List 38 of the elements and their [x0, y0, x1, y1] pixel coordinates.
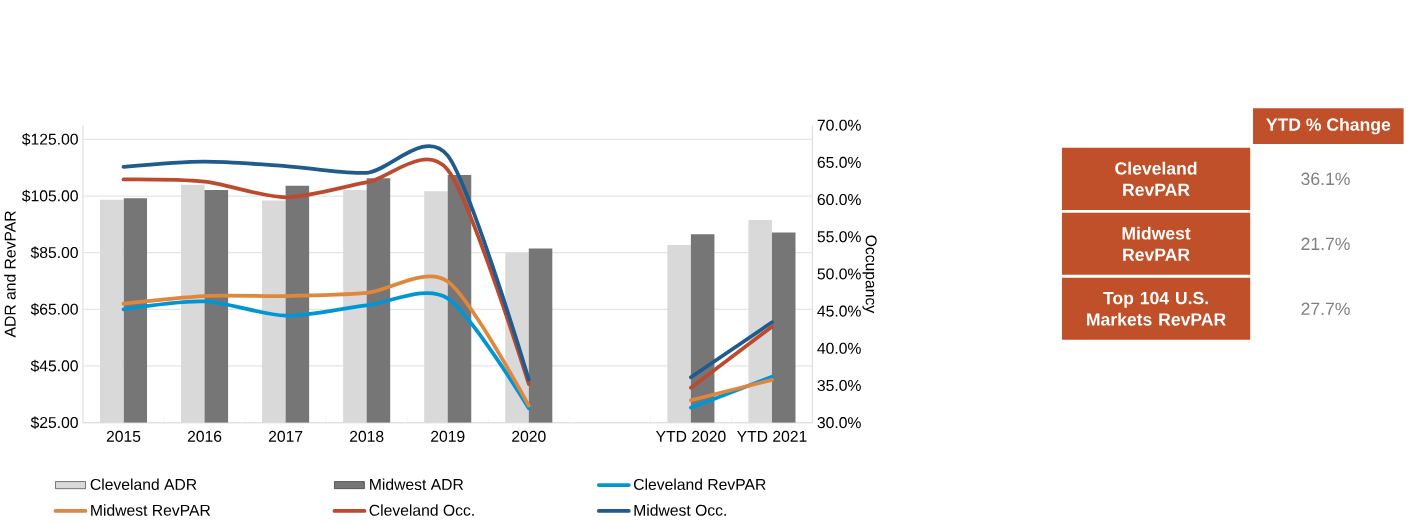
legend-label: Midwest ADR [370, 478, 464, 491]
x-tick-label: YTD 2020 [655, 431, 726, 443]
y2-axis-title: Occupancy [862, 235, 877, 314]
legend-label: Cleveland RevPAR [634, 478, 766, 491]
y2-tick-label: 35.0% [817, 380, 861, 392]
x-tick-label: 2019 [431, 431, 465, 443]
text: YTD % Change [1266, 118, 1391, 135]
x-tick-label: 2020 [512, 431, 546, 443]
x-tick-label: 2018 [350, 431, 384, 443]
y-tick-label: $25.00 [30, 416, 78, 430]
y-tick-label: $125.00 [22, 133, 78, 146]
text: 27.7% [1301, 302, 1350, 316]
x-tick-label: YTD 2021 [736, 431, 807, 443]
y2-tick-label: 55.0% [817, 231, 861, 243]
category-label: Top 104 U.S. Markets RevPAR [1087, 292, 1226, 326]
x-tick-label: 2015 [106, 431, 141, 443]
text: 21.7% [1301, 237, 1350, 251]
legend-label: Cleveland ADR [90, 478, 197, 491]
y-tick-label: $45.00 [30, 359, 78, 373]
y2-tick-label: 70.0% [817, 119, 861, 131]
legend-label: Midwest Occ. [634, 504, 726, 517]
text: 36.1% [1301, 172, 1350, 186]
y2-tick-label: 40.0% [817, 342, 861, 355]
y-tick-label: $105.00 [22, 189, 78, 203]
y2-tick-label: 50.0% [817, 268, 861, 280]
x-tick-label: 2016 [187, 431, 222, 443]
y-tick-label: $85.00 [30, 246, 78, 260]
y2-tick-label: 30.0% [817, 417, 861, 429]
y2-tick-label: 45.0% [817, 305, 861, 317]
y2-tick-label: 65.0% [817, 157, 861, 169]
y-axis-title: ADR and RevPAR [4, 211, 16, 338]
legend-label: Midwest RevPAR [91, 504, 211, 517]
category-label: Cleveland RevPAR [1115, 161, 1197, 197]
category-label: Midwest RevPAR [1122, 226, 1191, 262]
y-tick-label: $65.00 [30, 303, 78, 316]
legend-label: Cleveland Occ. [369, 504, 474, 517]
x-tick-label: 2017 [268, 431, 303, 443]
y2-tick-label: 60.0% [817, 194, 861, 206]
